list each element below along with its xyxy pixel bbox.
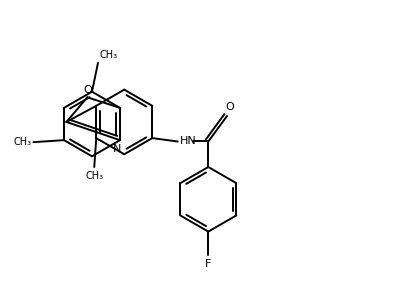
Text: CH₃: CH₃ — [13, 137, 32, 147]
Text: N: N — [113, 144, 121, 154]
Text: CH₃: CH₃ — [85, 171, 103, 181]
Text: HN: HN — [180, 136, 196, 146]
Text: O: O — [84, 85, 92, 95]
Text: O: O — [225, 102, 234, 112]
Text: CH₃: CH₃ — [100, 50, 118, 60]
Text: F: F — [205, 259, 211, 269]
